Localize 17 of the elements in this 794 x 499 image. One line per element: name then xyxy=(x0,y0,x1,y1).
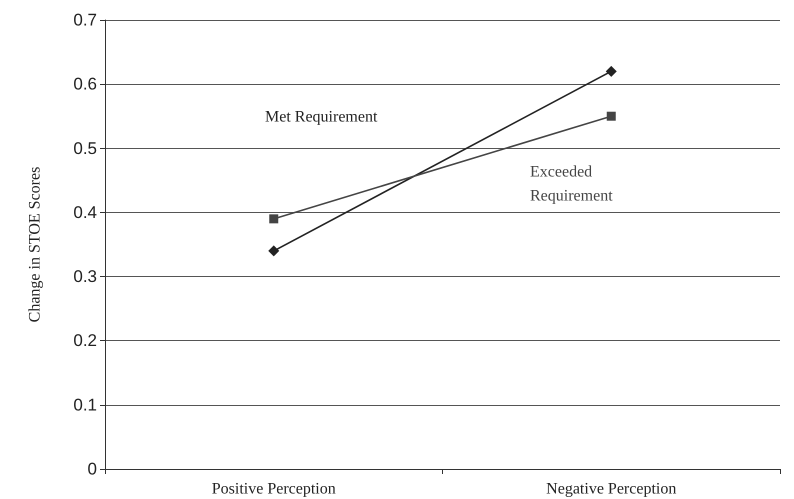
y-tick-label: 0.2 xyxy=(73,331,97,350)
text: Met Requirement xyxy=(265,108,378,126)
point xyxy=(606,112,616,121)
y-tick-label: 0.6 xyxy=(73,74,97,94)
y-axis-title: Change in STOE Scores xyxy=(26,166,44,322)
x-tick-label: Positive Perception xyxy=(212,480,336,498)
point xyxy=(268,245,280,256)
y-tick-label: 0.3 xyxy=(73,267,97,286)
series-label: Exceeded Requirement xyxy=(530,164,614,204)
y-tick-label: 0.7 xyxy=(73,10,97,30)
y-tick-label: 0 xyxy=(88,460,97,478)
point xyxy=(606,66,617,77)
y-tick-label: 0.1 xyxy=(73,395,97,414)
x-tick-label: Negative Perception xyxy=(546,480,676,498)
y-tick-label: 0.5 xyxy=(73,138,97,158)
y-tick-label: 0.4 xyxy=(73,202,97,222)
point xyxy=(269,214,278,224)
